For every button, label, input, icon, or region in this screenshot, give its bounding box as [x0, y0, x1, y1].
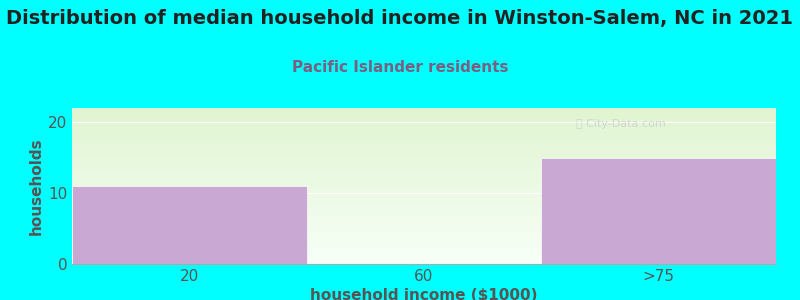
Text: Ⓞ City-Data.com: Ⓞ City-Data.com	[576, 118, 666, 129]
Text: Distribution of median household income in Winston-Salem, NC in 2021: Distribution of median household income …	[6, 9, 794, 28]
Text: Pacific Islander residents: Pacific Islander residents	[292, 60, 508, 75]
Y-axis label: households: households	[29, 137, 44, 235]
Bar	[72, 186, 306, 264]
Bar	[542, 158, 776, 264]
X-axis label: household income ($1000): household income ($1000)	[310, 288, 538, 300]
